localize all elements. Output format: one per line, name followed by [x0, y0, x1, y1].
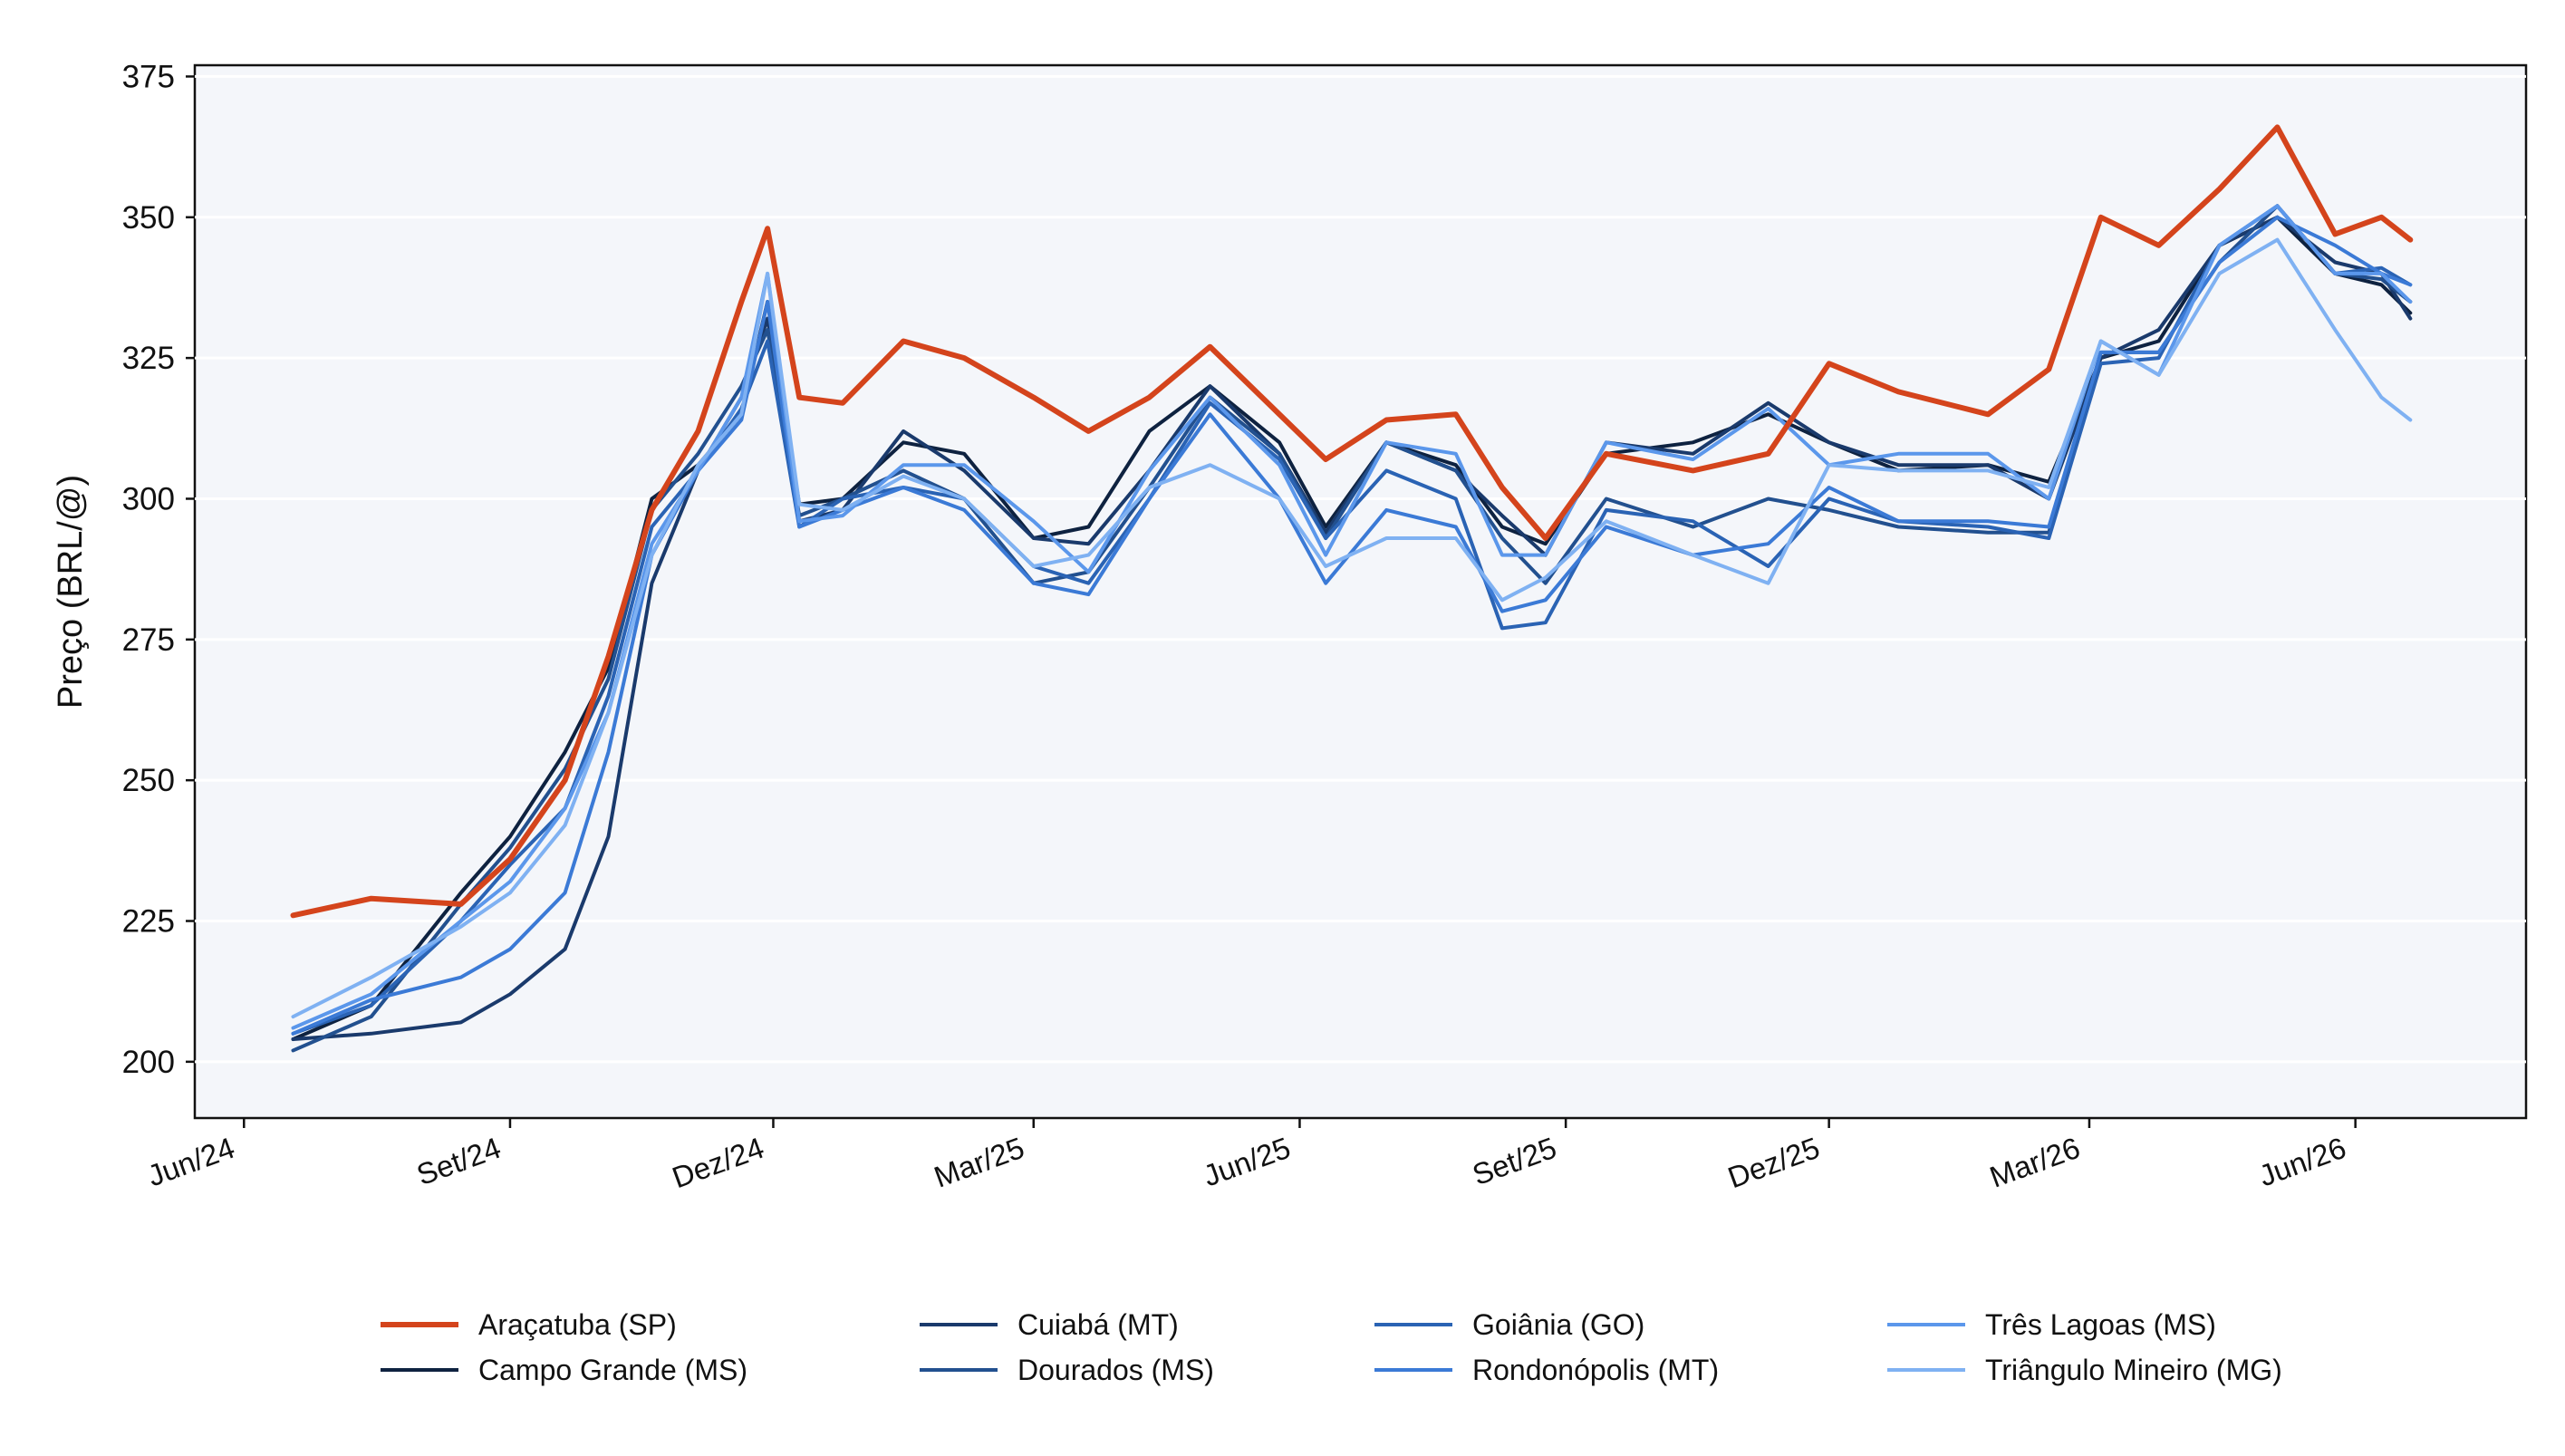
- legend-item: Araçatuba (SP): [381, 1305, 677, 1345]
- line-chart-svg: 200 225 250 275 300 325 350 375 Jun/24 Set/24 Dez…: [52, 59, 2528, 1195]
- x-tick-label: Set/25: [1468, 1131, 1560, 1191]
- x-tick-label: Jun/25: [1199, 1131, 1295, 1193]
- x-tick-label: Dez/24: [668, 1131, 768, 1195]
- y-tick-label: 225: [122, 904, 175, 940]
- legend-item: Três Lagoas (MS): [1887, 1305, 2216, 1345]
- legend-item: Cuiabá (MT): [920, 1305, 1179, 1345]
- y-axis: 200 225 250 275 300 325 350 375: [122, 59, 195, 1080]
- series-line-4: [291, 204, 2413, 1036]
- legend-swatch: [1374, 1323, 1452, 1326]
- y-tick-label: 300: [122, 481, 175, 516]
- legend-label: Cuiabá (MT): [1017, 1307, 1179, 1341]
- x-tick-label: Dez/25: [1723, 1131, 1824, 1195]
- y-tick-label: 250: [122, 763, 175, 798]
- legend-label: Rondonópolis (MT): [1472, 1353, 1720, 1386]
- legend-item: Goiânia (GO): [1374, 1305, 1644, 1345]
- y-tick-label: 200: [122, 1045, 175, 1080]
- legend-swatch: [1887, 1323, 1965, 1326]
- series-line-0: [290, 124, 2414, 919]
- legend-swatch: [920, 1368, 998, 1372]
- x-tick-label: Mar/26: [1985, 1131, 2084, 1194]
- legend: Araçatuba (SP) Campo Grande (MS) Cuiabá (M…: [381, 1305, 2464, 1404]
- y-axis-label: Preço (BRL/@): [52, 475, 90, 709]
- legend-label: Dourados (MS): [1017, 1353, 1214, 1386]
- legend-swatch: [920, 1323, 998, 1326]
- plot-area: [193, 63, 2528, 1120]
- legend-item: Dourados (MS): [920, 1350, 1214, 1390]
- x-tick-label: Jun/24: [143, 1131, 239, 1193]
- legend-label: Goiânia (GO): [1472, 1307, 1645, 1341]
- legend-label: Campo Grande (MS): [478, 1353, 747, 1386]
- legend-swatch: [1374, 1368, 1452, 1372]
- y-tick-label: 275: [122, 622, 175, 658]
- x-tick-label: Set/24: [412, 1131, 505, 1191]
- x-tick-label: Mar/25: [930, 1131, 1028, 1194]
- y-tick-label: 325: [122, 341, 175, 376]
- legend-label: Triângulo Mineiro (MG): [1985, 1353, 2282, 1386]
- legend-swatch: [1887, 1368, 1965, 1372]
- y-tick-label: 350: [122, 200, 175, 236]
- legend-item: Triângulo Mineiro (MG): [1887, 1350, 2282, 1390]
- legend-item: Rondonópolis (MT): [1374, 1350, 1719, 1390]
- legend-item: Campo Grande (MS): [381, 1350, 747, 1390]
- series-line-7: [291, 237, 2413, 1019]
- legend-swatch: [381, 1368, 458, 1372]
- x-axis: Jun/24 Set/24 Dez/24 Mar/25 Jun/25 Set/25 Dez/…: [143, 1118, 2357, 1195]
- legend-label: Três Lagoas (MS): [1985, 1307, 2216, 1341]
- x-tick-label: Jun/26: [2254, 1131, 2350, 1193]
- y-tick-label: 375: [122, 59, 175, 94]
- legend-label: Araçatuba (SP): [478, 1307, 677, 1341]
- legend-swatch: [381, 1322, 458, 1327]
- series-lines: [290, 124, 2414, 1053]
